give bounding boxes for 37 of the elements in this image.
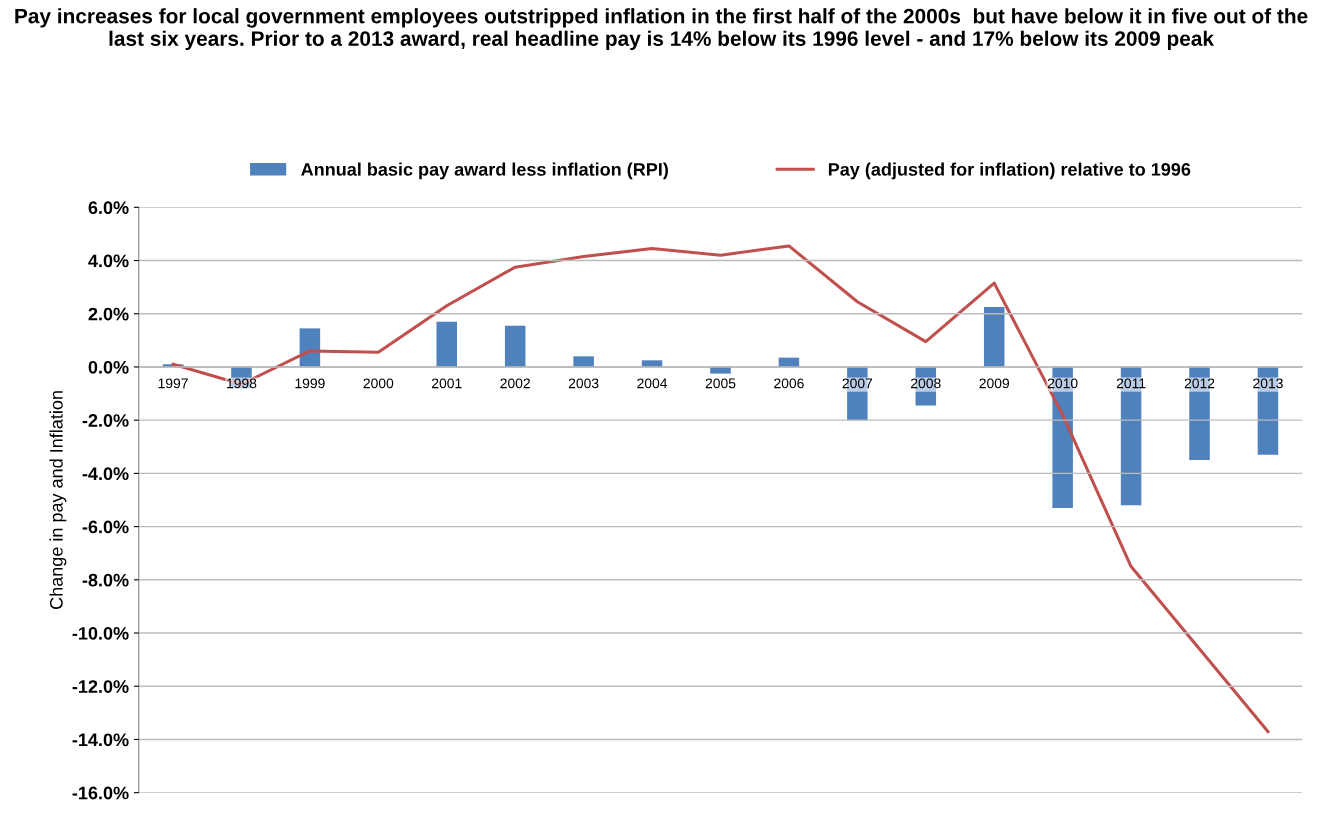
y-tick-label: -12.0% (72, 680, 129, 693)
x-tick-label: 1999 (295, 378, 325, 389)
x-tick-label: 2002 (500, 378, 530, 389)
x-tick-label: 2006 (774, 378, 804, 389)
x-tick-label: 2013 (1253, 378, 1283, 389)
x-tick-label: 1997 (158, 378, 188, 389)
x-tick-label: 2008 (911, 378, 941, 389)
y-tick-label: -2.0% (82, 414, 129, 427)
x-tick-label: 2005 (705, 378, 736, 389)
legend-label: Annual basic pay award less inflation (RPI) (301, 162, 668, 180)
y-tick-label: 2.0% (88, 307, 129, 321)
x-tick-label: 2012 (1184, 378, 1215, 389)
y-axis-title: Change in pay and Inflation (49, 391, 67, 609)
bar (436, 321, 458, 367)
x-tick-label: 2010 (1047, 378, 1078, 389)
y-tick-label: 4.0% (88, 254, 129, 268)
x-tick-label: 2007 (842, 378, 873, 389)
chart-title: Pay increases for local government employees outstripped inflation in the first half of the 2000s but have below it in five out of the last six years. Prior to a 2013 award, real headline pay is 14% below its 1996 level - and 17% below its 2009 peak (15, 8, 1308, 51)
y-tick-label: -16.0% (72, 786, 129, 800)
y-tick-label: 6.0% (88, 201, 129, 215)
bar (504, 325, 526, 367)
legend-label: Pay (adjusted for inflation) relative to 1996 (828, 162, 1191, 180)
bar (573, 356, 594, 367)
bar (983, 307, 1005, 367)
y-tick-label: -6.0% (82, 520, 129, 534)
x-tick-label: 2003 (568, 378, 599, 389)
x-tick-label: 2001 (432, 378, 462, 389)
y-tick-label: -8.0% (82, 573, 129, 587)
x-tick-label: 2009 (979, 378, 1010, 389)
bar (710, 366, 731, 374)
y-tick-label: -4.0% (82, 467, 129, 481)
x-tick-label: 2011 (1116, 378, 1146, 389)
y-tick-label: -14.0% (72, 733, 129, 747)
x-tick-label: 2000 (363, 378, 394, 389)
y-tick-label: -10.0% (72, 626, 129, 640)
x-tick-label: 2004 (637, 378, 668, 389)
y-tick-label: 0.0% (88, 360, 129, 374)
